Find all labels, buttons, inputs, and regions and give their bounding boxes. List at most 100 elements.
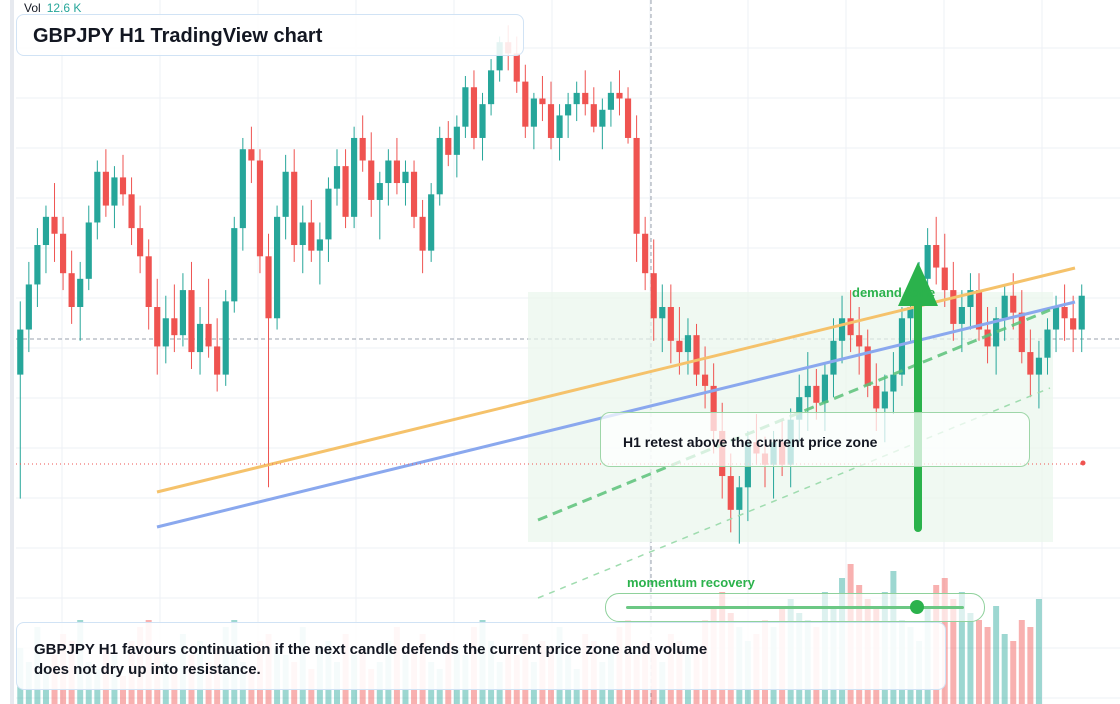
candle-body [975, 290, 983, 330]
volume-bar [120, 676, 126, 704]
volume-bar [1035, 599, 1042, 704]
candle-body [273, 216, 281, 319]
volume-readout: Vol 12.6 K [24, 1, 81, 15]
candle-body [539, 98, 546, 105]
candle-body [1035, 357, 1043, 375]
candle-body [25, 284, 32, 330]
candle-body [171, 318, 178, 336]
caption-text: GBPJPY H1 favours continuation if the ne… [34, 641, 708, 678]
candle-body [1010, 295, 1017, 313]
candle-body [950, 290, 957, 324]
candle-body [102, 171, 109, 206]
candle-body [633, 137, 640, 234]
candle-body [316, 239, 323, 251]
candle-body [1061, 307, 1068, 319]
candle-body [958, 307, 965, 324]
candle-body [385, 160, 392, 184]
candle-body [291, 171, 298, 246]
candle-body [530, 98, 537, 127]
candle-body [796, 397, 803, 420]
volume-bar [976, 620, 982, 704]
candle-body [1070, 318, 1077, 330]
volume-bar [967, 613, 974, 704]
demand-zone-label: demand zone [852, 285, 936, 300]
candle-body [248, 149, 255, 161]
candle-body [196, 323, 204, 353]
candle-body [111, 177, 118, 206]
candle-body [1001, 295, 1008, 319]
momentum-slider-track [626, 606, 964, 609]
candle-body [436, 137, 443, 195]
candle-body [308, 222, 315, 251]
volume-bar [950, 599, 957, 704]
candle-body [856, 335, 863, 347]
candle-body [94, 171, 101, 223]
momentum-slider[interactable] [605, 593, 985, 622]
candle-body [924, 245, 931, 279]
caption-panel: GBPJPY H1 favours continuation if the ne… [16, 622, 946, 690]
candle-body [847, 318, 854, 336]
candle-body [821, 374, 829, 403]
volume-value: 12.6 K [46, 1, 82, 15]
candle-body [736, 487, 743, 510]
candle-body [1052, 307, 1060, 330]
candle-body [282, 171, 289, 217]
candle-body [727, 476, 734, 510]
candle-body [239, 149, 246, 229]
candle-body [565, 104, 572, 116]
candle-body [513, 53, 520, 82]
candle-body [967, 290, 974, 307]
title-panel: GBPJPY H1 TradingView chart [16, 14, 524, 56]
candle-body [119, 177, 127, 195]
candle-body [701, 374, 709, 386]
candle-body [479, 104, 486, 138]
up-arrow-head [898, 262, 938, 306]
candle-body [941, 267, 948, 291]
candle-body [710, 385, 717, 431]
candles-layer [17, 25, 1085, 544]
candle-body [873, 385, 880, 409]
candle-body [881, 391, 888, 409]
candle-body [590, 104, 597, 127]
candle-body [214, 346, 221, 375]
candle-body [265, 256, 272, 319]
candle-body [256, 160, 264, 257]
candle-body [162, 318, 169, 347]
candle-body [487, 70, 495, 105]
candle-body [154, 307, 161, 347]
momentum-slider-thumb[interactable] [909, 600, 924, 614]
retest-note: H1 retest above the current price zone [623, 434, 878, 450]
candle-body [17, 329, 24, 375]
candle-body [85, 222, 92, 279]
candle-body [453, 126, 460, 155]
candle-body [205, 323, 212, 347]
current-price-dot [1080, 460, 1086, 466]
candle-body [556, 115, 563, 138]
candle-body [933, 245, 940, 268]
volume-label: Vol [24, 1, 41, 15]
candle-body [137, 228, 144, 257]
candle-body [68, 273, 75, 307]
candle-body [496, 42, 503, 71]
candle-body [890, 374, 897, 392]
candle-body [179, 290, 187, 336]
candle-body [368, 160, 375, 200]
retest-note-panel: H1 retest above the current price zone [600, 412, 1030, 467]
candle-body [838, 318, 846, 341]
candle-body [342, 166, 349, 217]
candle-body [522, 81, 529, 127]
volume-bar [984, 627, 991, 704]
candle-body [51, 216, 58, 234]
candle-body [616, 92, 623, 99]
candle-body [188, 290, 195, 353]
candle-body [650, 273, 657, 319]
candle-body [599, 109, 606, 127]
candle-body [684, 335, 692, 353]
candle-body [898, 318, 906, 375]
candle-body [333, 166, 341, 189]
volume-bar [958, 592, 965, 704]
candle-body [419, 216, 426, 251]
candle-body [299, 222, 306, 246]
candle-body [607, 92, 615, 110]
candle-body [547, 104, 555, 138]
